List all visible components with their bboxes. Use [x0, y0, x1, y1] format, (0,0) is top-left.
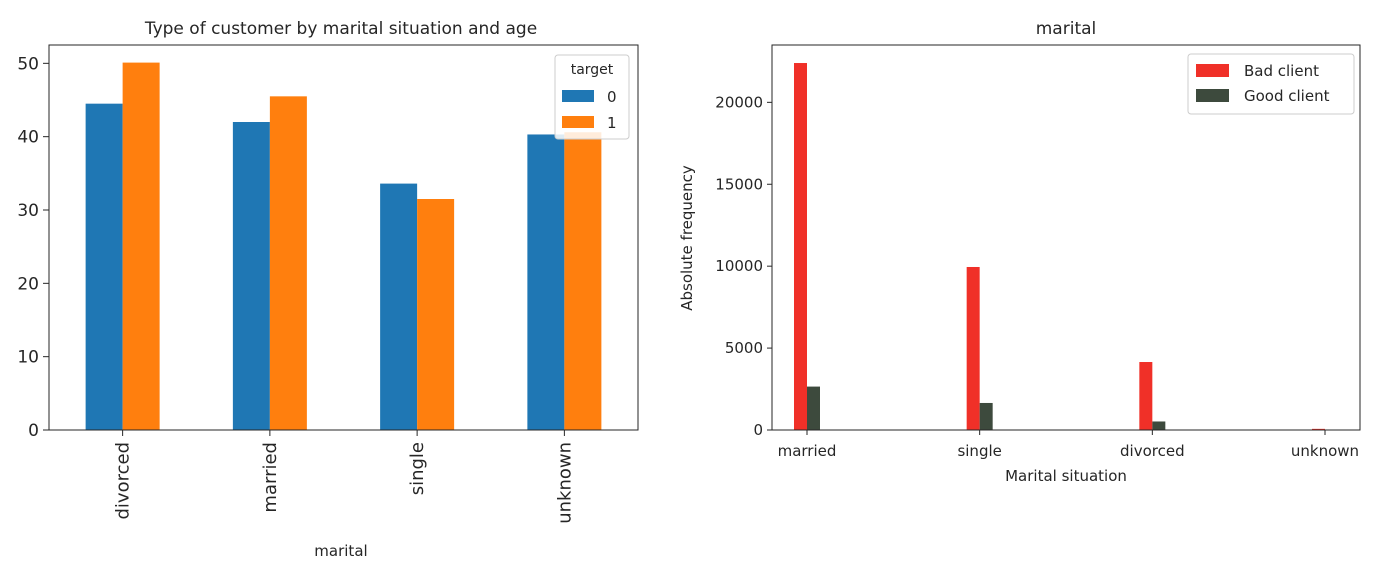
bar-unknown-target-0	[527, 134, 565, 430]
y-tick-label: 30	[17, 201, 39, 221]
x-axis: divorced married single unknown	[113, 430, 575, 524]
legend-label: 0	[607, 88, 617, 106]
legend-swatch	[1196, 64, 1229, 77]
bar-divorced-good-client	[1152, 421, 1166, 430]
legend: target 0 1	[554, 54, 630, 140]
bar-single-target-0	[380, 183, 418, 430]
chart-title: marital	[1036, 19, 1097, 39]
bar-single-bad-client	[966, 266, 980, 430]
x-axis: married single divorced unknown	[778, 430, 1359, 460]
legend-label: Bad client	[1244, 62, 1319, 80]
y-tick-label: 50	[17, 54, 39, 74]
bar-married-good-client	[807, 386, 820, 430]
x-tick-label: single	[957, 442, 1001, 460]
bar-single-target-1	[417, 199, 455, 430]
y-tick-label: 5000	[725, 339, 763, 357]
y-tick-label: 0	[28, 421, 39, 441]
y-axis: 0 5000 10000 15000 20000	[715, 93, 772, 439]
x-tick-label: married	[778, 442, 837, 460]
x-tick-label: unknown	[1291, 442, 1359, 460]
bar-married-target-1	[269, 96, 307, 430]
x-tick-label: unknown	[554, 442, 575, 524]
legend-swatch	[562, 116, 594, 128]
x-tick-label: married	[260, 442, 281, 513]
x-axis-label: Marital situation	[1005, 467, 1127, 485]
bar-group	[794, 63, 1338, 431]
x-tick-label: divorced	[1120, 442, 1185, 460]
y-tick-label: 40	[17, 128, 39, 148]
legend-box	[1187, 53, 1355, 115]
x-tick-label: divorced	[113, 442, 134, 520]
bar-married-target-0	[232, 122, 270, 430]
y-tick-label: 20	[17, 274, 39, 294]
bar-single-good-client	[979, 402, 993, 430]
y-tick-label: 10	[17, 348, 39, 368]
x-tick-label: single	[407, 442, 428, 495]
plot-frame	[771, 44, 1361, 431]
bar-unknown-target-1	[564, 132, 602, 430]
y-tick-label: 0	[753, 421, 763, 439]
y-axis: 0 10 20 30 40 50	[17, 54, 49, 441]
x-axis-label: marital	[314, 542, 367, 560]
legend-label: 1	[607, 114, 617, 132]
plot-frame	[48, 44, 639, 431]
legend-swatch	[1196, 89, 1229, 102]
y-axis-label: Absolute frequency	[678, 165, 696, 311]
bar-unknown-bad-client	[1312, 428, 1325, 430]
legend: Bad client Good client	[1187, 53, 1355, 115]
chart-marital-frequency: marital 0 5000 10000 15000 20000 married sing…	[678, 19, 1361, 485]
bar-divorced-bad-client	[1139, 362, 1153, 430]
bar-divorced-target-0	[85, 103, 123, 431]
chart-age-by-marital: Type of customer by marital situation an…	[17, 19, 639, 560]
y-tick-label: 20000	[715, 93, 763, 111]
legend-swatch	[562, 90, 594, 102]
legend-label: Good client	[1244, 87, 1330, 105]
bar-married-bad-client	[794, 63, 807, 431]
bar-divorced-target-1	[122, 62, 160, 430]
y-tick-label: 10000	[715, 257, 763, 275]
bar-group	[85, 62, 602, 431]
chart-title: Type of customer by marital situation an…	[144, 19, 537, 39]
y-tick-label: 15000	[715, 175, 763, 193]
legend-title: target	[571, 62, 614, 78]
